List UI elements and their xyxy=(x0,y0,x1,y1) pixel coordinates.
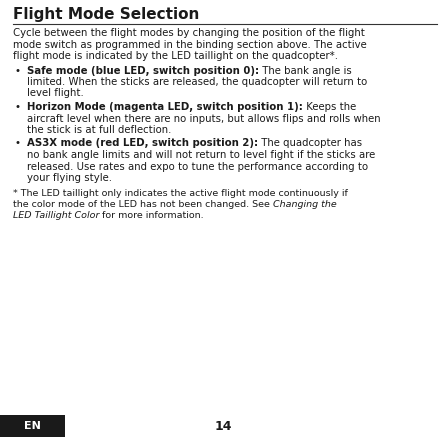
Text: * The LED taillight only indicates the active flight mode continuously if: * The LED taillight only indicates the a… xyxy=(13,188,348,198)
Text: aircraft level when there are no inputs, but allows flips and rolls when: aircraft level when there are no inputs,… xyxy=(27,114,381,124)
Text: the stick is at full deflection.: the stick is at full deflection. xyxy=(27,125,171,135)
Text: •: • xyxy=(15,102,21,112)
Text: LED Taillight Color: LED Taillight Color xyxy=(13,212,99,221)
Text: mode switch as programmed in the binding section above. The active: mode switch as programmed in the binding… xyxy=(13,39,367,49)
Text: Flight Mode Selection: Flight Mode Selection xyxy=(13,7,199,22)
Text: •: • xyxy=(15,66,21,76)
Text: limited. When the sticks are released, the quadcopter will return to: limited. When the sticks are released, t… xyxy=(27,77,367,87)
Text: your flying style.: your flying style. xyxy=(27,173,112,183)
Bar xyxy=(0,415,65,437)
Text: level flight.: level flight. xyxy=(27,89,84,98)
Text: no bank angle limits and will not return to level fight if the sticks are: no bank angle limits and will not return… xyxy=(27,150,375,160)
Text: AS3X mode (red LED, switch position 2):: AS3X mode (red LED, switch position 2): xyxy=(27,139,258,149)
Text: The bank angle is: The bank angle is xyxy=(259,66,352,76)
Text: The quadcopter has: The quadcopter has xyxy=(258,139,362,149)
Text: 14: 14 xyxy=(214,420,232,433)
Text: EN: EN xyxy=(24,421,40,431)
Text: •: • xyxy=(15,139,21,149)
Text: released. Use rates and expo to tune the performance according to: released. Use rates and expo to tune the… xyxy=(27,162,368,171)
Text: the color mode of the LED has not been changed. See: the color mode of the LED has not been c… xyxy=(13,200,273,209)
Text: flight mode is indicated by the LED taillight on the quadcopter*.: flight mode is indicated by the LED tail… xyxy=(13,51,338,61)
Text: Horizon Mode (magenta LED, switch position 1):: Horizon Mode (magenta LED, switch positi… xyxy=(27,102,303,112)
Text: Safe mode (blue LED, switch position 0):: Safe mode (blue LED, switch position 0): xyxy=(27,66,259,76)
Text: for more information.: for more information. xyxy=(99,212,204,221)
Text: Changing the: Changing the xyxy=(273,200,337,209)
Text: Keeps the: Keeps the xyxy=(303,102,356,112)
Text: Cycle between the flight modes by changing the position of the flight: Cycle between the flight modes by changi… xyxy=(13,28,365,38)
